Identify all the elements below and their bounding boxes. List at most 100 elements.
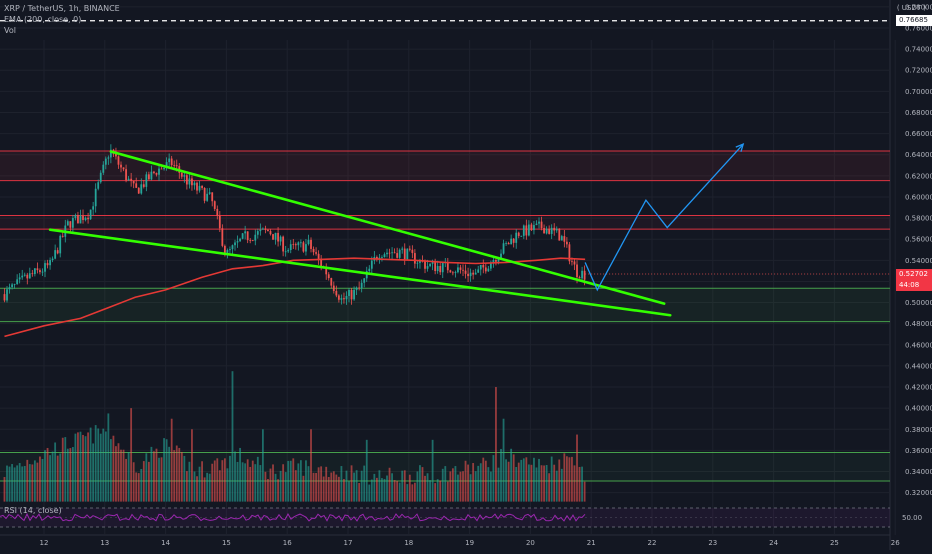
candle-body (175, 165, 178, 167)
volume-bar (512, 454, 515, 502)
volume-bar (107, 413, 110, 502)
candle-body (310, 239, 312, 249)
volume-bar (459, 471, 462, 502)
candle-body (193, 182, 196, 186)
volume-bar (462, 471, 464, 502)
volume-bar (479, 463, 482, 502)
volume-bar (201, 461, 203, 502)
candle-body (132, 180, 135, 184)
candle-body (140, 184, 143, 194)
volume-bar (302, 475, 305, 502)
candle-body (355, 287, 358, 290)
candle-body (512, 238, 515, 243)
candle-body (94, 188, 97, 207)
volume-bar (254, 464, 257, 502)
candle-body (543, 228, 545, 234)
x-tick-label: 24 (769, 539, 778, 547)
volume-bar (398, 482, 401, 502)
volume-bar (284, 472, 287, 502)
rsi-legend[interactable]: RSI (14, close) (4, 506, 62, 515)
volume-bar (180, 451, 183, 502)
volume-bar (229, 455, 231, 502)
candle-body (386, 252, 388, 255)
candle-body (82, 215, 84, 221)
candle-body (522, 225, 525, 236)
y-tick-label: 0.58000 (905, 215, 932, 223)
candle-body (249, 240, 252, 241)
candle-body (223, 245, 226, 253)
candle-body (191, 178, 193, 186)
candle-body (393, 252, 396, 254)
symbol-legend[interactable]: XRP / TetherUS, 1h, BINANCE (4, 4, 120, 13)
volume-bar (183, 455, 186, 502)
candle-body (348, 290, 350, 296)
volume-bar (56, 455, 59, 502)
candle-body (527, 224, 530, 236)
volume-bar (388, 467, 391, 502)
candle-body (495, 259, 497, 262)
volume-bar (147, 461, 150, 502)
price-scale-currency[interactable]: ( USDT ) (896, 4, 926, 12)
candle-body (13, 284, 16, 285)
candle-body (330, 278, 333, 286)
volume-bar (307, 466, 310, 502)
volume-bar (39, 456, 41, 502)
volume-bar (386, 475, 388, 502)
candle-body (46, 263, 49, 266)
volume-bar (33, 460, 36, 502)
volume-bar (226, 468, 229, 502)
candle-body (183, 175, 186, 177)
volume-bar (375, 477, 378, 502)
candle-body (39, 270, 41, 273)
volume-bar (122, 449, 125, 502)
x-tick-label: 19 (465, 539, 474, 547)
rsi-pane[interactable] (0, 507, 890, 528)
candle-body (117, 156, 120, 165)
volume-bar (132, 462, 135, 502)
volume-bar (115, 446, 117, 502)
candle-body (71, 218, 74, 228)
volume-bar (213, 460, 216, 502)
volume-bar (464, 460, 467, 502)
volume-bar (426, 473, 429, 502)
volume-bar (59, 453, 62, 502)
candle-body (472, 272, 475, 275)
candle-body (424, 261, 426, 269)
candle-body (416, 262, 419, 264)
ema-legend[interactable]: EMA (200, close, 0) (4, 15, 82, 24)
volume-bar (246, 459, 249, 502)
candle-body (180, 172, 183, 177)
volume-bar (497, 467, 500, 502)
volume-bar (221, 460, 224, 502)
volume-bar (441, 468, 444, 502)
candle-body (391, 252, 393, 254)
candle-body (147, 174, 150, 180)
volume-bar (46, 447, 49, 502)
volume-bar (576, 434, 578, 502)
volume-bar (467, 464, 469, 502)
candle-body (104, 158, 107, 165)
vol-legend[interactable]: Vol (4, 26, 16, 35)
candle-body (302, 242, 305, 252)
drawing-layer[interactable] (48, 143, 745, 317)
volume-bar (11, 464, 13, 502)
candle-body (462, 269, 464, 271)
candle-body (23, 274, 26, 276)
volume-bar (335, 474, 338, 502)
candle-body (576, 264, 578, 278)
volume-bar (61, 437, 64, 502)
candle-body (236, 241, 239, 243)
volume-bar (41, 458, 44, 502)
candle-body (459, 267, 462, 270)
volume-bar (563, 453, 566, 502)
volume-bar (396, 480, 399, 502)
volume-bar (413, 482, 416, 502)
candle-body (74, 214, 77, 219)
candle-body (201, 185, 203, 188)
volume-bar (16, 465, 19, 502)
candle-body (449, 270, 452, 273)
candle-body (553, 227, 556, 231)
volume-bar (469, 474, 472, 502)
